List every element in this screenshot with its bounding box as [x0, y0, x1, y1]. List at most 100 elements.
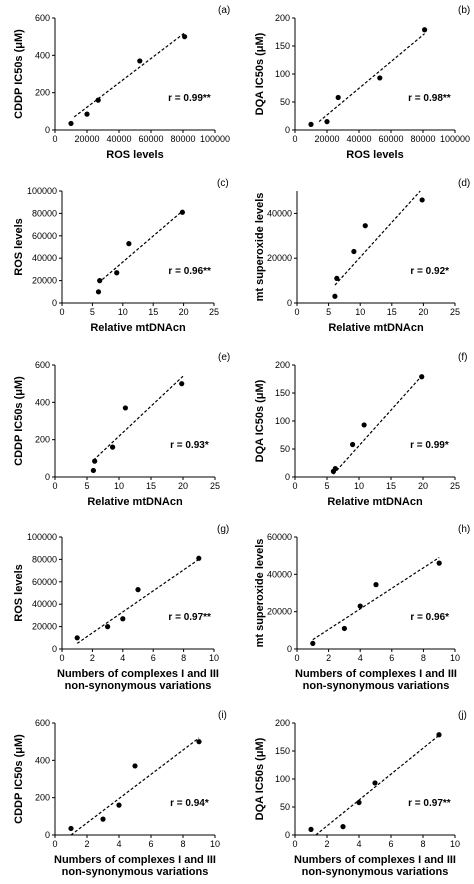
y-tick-label: 200: [35, 435, 50, 445]
y-tick-label: 100000: [27, 186, 57, 196]
y-tick-label: 0: [45, 125, 50, 135]
panel-letter: (i): [218, 710, 227, 721]
data-point: [335, 94, 341, 101]
panel-letter: (d): [458, 178, 470, 189]
x-tick-label: 20000: [74, 134, 99, 144]
y-tick-label: 200: [35, 793, 50, 803]
y-axis-title: CDDP IC50s (μM): [13, 29, 25, 119]
y-tick-label: 100: [275, 416, 290, 426]
x-tick-label: 15: [148, 307, 158, 317]
data-point: [350, 441, 356, 448]
data-point: [196, 739, 202, 745]
panel-letter: (c): [217, 178, 229, 189]
data-point: [137, 58, 143, 64]
x-tick-label: 0: [52, 481, 57, 491]
regression-line: [318, 33, 425, 123]
y-tick-label: 60000: [32, 577, 57, 587]
y-tick-label: 0: [287, 644, 292, 654]
data-point: [419, 374, 425, 380]
data-point: [90, 467, 96, 474]
x-tick-label: 5: [324, 481, 329, 491]
y-tick-label: 200: [275, 360, 290, 370]
y-axis-title: DQA IC50s (μM): [254, 32, 266, 115]
panel-e: 0 5 10 15 20 25 0 200 400 600 (e) r = 0.93* Relative…: [13, 352, 230, 508]
x-tick-label: 10: [210, 839, 220, 849]
regression-line: [70, 737, 200, 836]
y-tick-label: 600: [35, 360, 50, 370]
x-tick-label: 25: [209, 307, 219, 317]
x-tick-label: 6: [151, 653, 156, 663]
y-tick-label: 200: [35, 88, 50, 98]
x-tick-label: 60000: [378, 134, 403, 144]
x-axis-title: Numbers of complexes I and III: [54, 854, 216, 866]
data-point: [356, 799, 362, 806]
y-tick-label: 150: [275, 746, 290, 756]
data-point: [135, 587, 141, 593]
correlation-label: r = 0.94*: [170, 798, 209, 809]
x-tick-label: 0: [294, 307, 299, 317]
y-tick-label: 50: [280, 97, 290, 107]
y-tick-label: 40000: [32, 253, 57, 263]
data-point: [361, 422, 367, 428]
data-point: [114, 270, 120, 276]
x-tick-label: 8: [420, 839, 425, 849]
data-point: [182, 34, 188, 40]
y-axis-title: ROS levels: [13, 218, 25, 275]
y-tick-label: 80000: [32, 208, 57, 218]
regression-line: [332, 374, 424, 475]
x-tick-label: 25: [210, 481, 220, 491]
x-tick-label: 10: [450, 839, 460, 849]
y-axis-title: mt superoxide levels: [254, 193, 266, 302]
x-tick-label: 20000: [314, 134, 339, 144]
panel-f: 0 5 10 15 20 25 0 50 100 150 200 (f) r = 0.99* Relati…: [254, 352, 467, 508]
data-point: [92, 458, 98, 464]
data-point: [100, 816, 106, 822]
y-tick-label: 20000: [32, 622, 57, 632]
x-tick-label: 10: [209, 653, 219, 663]
data-point: [340, 824, 346, 830]
data-point: [362, 223, 368, 229]
x-tick-label: 0: [292, 134, 297, 144]
data-point: [132, 763, 138, 769]
x-tick-label: 25: [450, 481, 460, 491]
x-tick-label: 5: [90, 307, 95, 317]
y-tick-label: 600: [35, 13, 50, 23]
x-tick-label: 4: [356, 839, 361, 849]
x-axis-title: Relative mtDNAcn: [327, 496, 423, 508]
y-tick-label: 400: [35, 755, 50, 765]
x-axis-title: non-synonymous variations: [302, 866, 449, 878]
y-tick-label: 50: [280, 802, 290, 812]
y-tick-label: 100000: [27, 532, 57, 542]
y-tick-label: 0: [285, 830, 290, 840]
x-tick-label: 2: [84, 839, 89, 849]
data-point: [116, 802, 122, 808]
panel-letter: (h): [458, 524, 470, 535]
panel-b: 0 20000 40000 60000 80000 100000 0 50 100 150 200 (…: [254, 5, 470, 161]
y-tick-label: 50: [280, 444, 290, 454]
regression-line: [334, 190, 421, 286]
x-tick-label: 20: [179, 307, 189, 317]
x-tick-label: 80000: [410, 134, 435, 144]
x-axis-title: non-synonymous variations: [62, 866, 209, 878]
panel-c: 0 5 10 15 20 25 0 20000 40000 60000 80000 100000 (c)…: [13, 178, 229, 334]
panel-g: 0 2 4 6 8 10 0 20000 40000 60000 80000 100000 (g) r =…: [13, 524, 229, 692]
x-tick-label: 0: [292, 839, 297, 849]
y-axis-title: CDDP IC50s (μM): [13, 734, 25, 824]
x-tick-label: 0: [292, 481, 297, 491]
y-tick-label: 0: [52, 644, 57, 654]
y-tick-label: 600: [35, 718, 50, 728]
y-axis-title: mt superoxide levels: [254, 539, 266, 648]
correlation-label: r = 0.96*: [410, 612, 449, 623]
x-tick-label: 0: [59, 307, 64, 317]
x-tick-label: 8: [180, 839, 185, 849]
correlation-label: r = 0.97**: [168, 612, 211, 623]
x-axis-title: Numbers of complexes I and III: [295, 668, 457, 680]
y-tick-label: 60000: [267, 532, 292, 542]
x-tick-label: 2: [90, 653, 95, 663]
y-tick-label: 0: [285, 125, 290, 135]
correlation-label: r = 0.98**: [408, 93, 451, 104]
data-point: [357, 603, 363, 609]
panel-a: 0 20000 40000 60000 80000 100000 0 200 400 600 (a)…: [13, 5, 230, 161]
data-point: [372, 780, 378, 786]
y-tick-label: 100: [275, 69, 290, 79]
